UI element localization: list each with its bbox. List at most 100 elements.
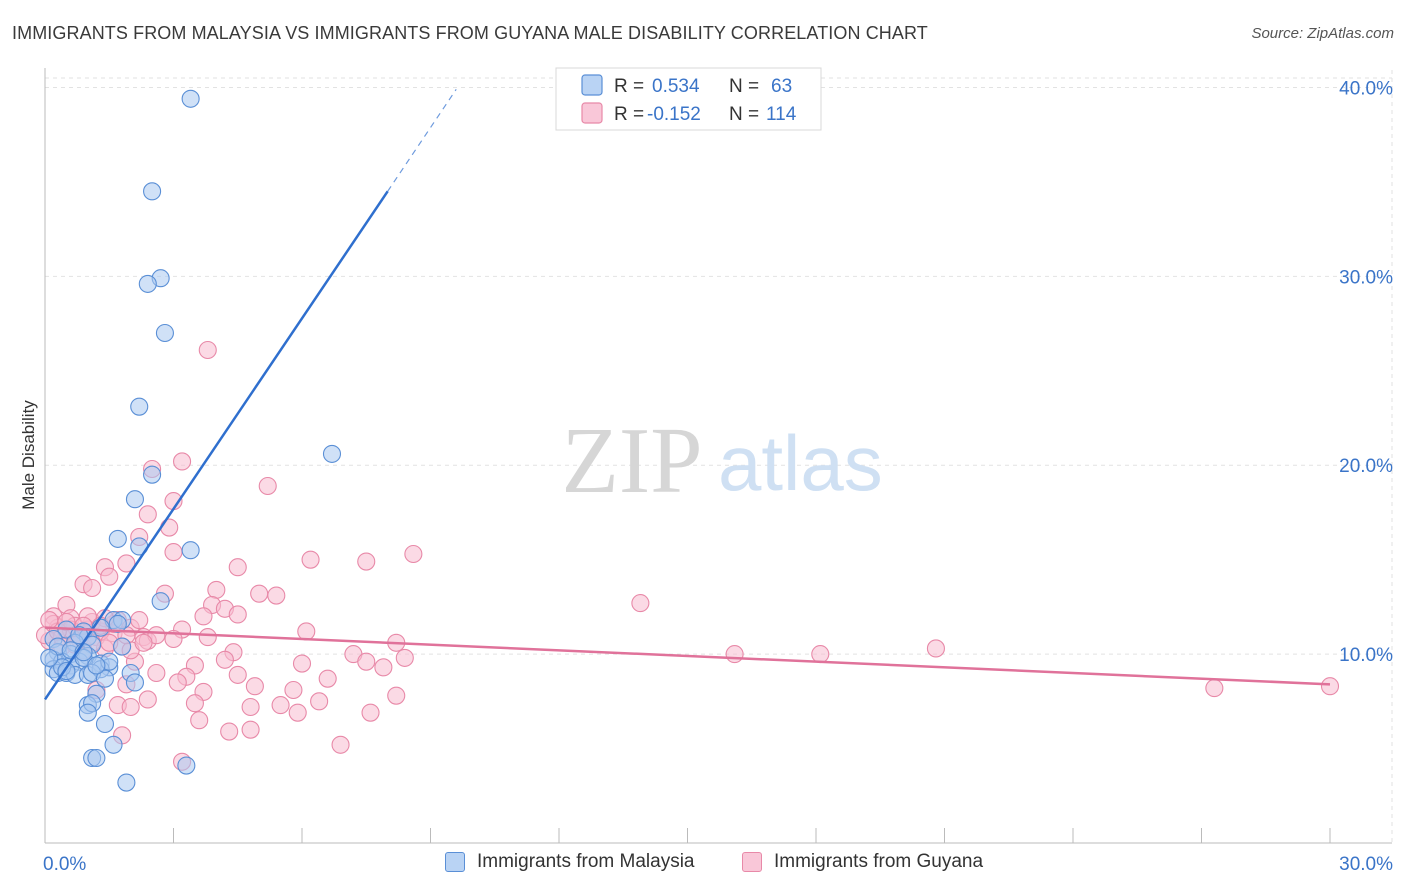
point-guyana-33: [194, 607, 213, 626]
x-tick-label-0: 0.0%: [43, 854, 86, 875]
legend-n-value-guyana: 114: [766, 104, 797, 125]
point-guyana-108: [134, 633, 153, 652]
legend-n-label-malaysia: N =: [729, 76, 759, 97]
point-malaysia-42: [95, 669, 115, 688]
watermark-zip: ZIP: [562, 409, 703, 513]
point-guyana-77: [288, 703, 307, 722]
point-malaysia-53: [117, 773, 136, 792]
point-malaysia-0: [181, 89, 200, 108]
point-guyana-32: [228, 605, 247, 624]
point-guyana-52: [395, 648, 414, 667]
point-guyana-54: [811, 645, 830, 664]
legend-bottom-label-malaysia: Immigrants from Malaysia: [477, 851, 695, 872]
legend-bottom-label-guyana: Immigrants from Guyana: [774, 851, 984, 872]
point-guyana-65: [318, 669, 337, 688]
chart-title: IMMIGRANTS FROM MALAYSIA VS IMMIGRANTS F…: [12, 23, 928, 43]
chart-source: Source: ZipAtlas.com: [1251, 25, 1394, 42]
x-tick-label-1: 30.0%: [1339, 854, 1393, 875]
legend-bottom-swatch-malaysia: [445, 852, 465, 872]
y-tick-label-3: 40.0%: [1339, 78, 1393, 99]
legend-swatch-malaysia: [581, 74, 603, 96]
point-malaysia-48: [95, 714, 115, 734]
point-guyana-6: [160, 518, 179, 537]
point-guyana-53: [725, 645, 744, 664]
point-malaysia-11: [181, 541, 200, 560]
point-malaysia-4: [155, 323, 174, 343]
point-guyana-21: [267, 586, 286, 605]
labels-layer: 10.0% 20.0% 30.0% 40.0% 0.0% 30.0%: [43, 78, 1393, 875]
trend-layer: [43, 88, 1331, 701]
point-guyana-68: [245, 677, 264, 696]
point-malaysia-9: [108, 529, 127, 548]
point-guyana-81: [241, 720, 260, 739]
point-guyana-78: [190, 711, 209, 730]
point-guyana-59: [292, 654, 312, 673]
y-axis-label: Male Disability: [19, 400, 38, 510]
point-guyana-82: [331, 735, 350, 754]
point-guyana-111: [121, 697, 140, 717]
point-guyana-1: [173, 452, 192, 471]
legend-bottom: Immigrants from Malaysia Immigrants from…: [0, 851, 1406, 881]
point-guyana-17: [83, 578, 102, 598]
point-guyana-20: [250, 584, 269, 603]
point-malaysia-12: [151, 592, 170, 611]
point-guyana-62: [147, 663, 166, 683]
point-malaysia-59: [108, 614, 127, 633]
point-guyana-10: [357, 552, 376, 571]
point-guyana-3: [258, 476, 277, 496]
point-guyana-67: [168, 673, 187, 692]
trendline-malaysia: [43, 190, 389, 701]
point-guyana-14: [117, 554, 136, 573]
legend-swatch-guyana: [581, 102, 603, 124]
point-malaysia-49: [104, 735, 123, 754]
point-guyana-60: [374, 658, 393, 677]
point-malaysia-22: [113, 637, 132, 656]
axes-layer: [44, 68, 1392, 844]
point-guyana-13: [100, 567, 119, 586]
point-guyana-34: [297, 622, 316, 641]
point-guyana-79: [220, 722, 239, 741]
legend-r-label-malaysia: R =: [614, 76, 644, 97]
point-guyana-11: [404, 544, 423, 564]
point-guyana-58: [215, 650, 234, 669]
point-guyana-0: [198, 340, 217, 360]
point-malaysia-3: [138, 274, 157, 293]
point-guyana-80: [361, 703, 380, 722]
point-malaysia-5: [130, 397, 149, 416]
point-guyana-5: [138, 505, 157, 524]
point-malaysia-8: [125, 490, 144, 509]
point-guyana-15: [228, 558, 247, 577]
legend-r-value-malaysia: 0.534: [652, 76, 700, 97]
point-guyana-76: [387, 686, 406, 705]
y-tick-label-0: 10.0%: [1339, 645, 1393, 666]
point-malaysia-47: [78, 703, 97, 722]
legend-r-value-guyana: -0.152: [647, 104, 701, 125]
legend-n-value-malaysia: 63: [771, 76, 792, 97]
point-malaysia-62: [87, 656, 106, 675]
y-tick-label-2: 30.0%: [1339, 267, 1393, 288]
point-guyana-8: [164, 543, 183, 562]
legend-r-label-guyana: R =: [614, 104, 644, 125]
point-malaysia-52: [177, 756, 196, 775]
trendline-guyana: [44, 626, 1331, 686]
point-guyana-55: [926, 639, 945, 658]
point-malaysia-58: [40, 648, 59, 667]
point-malaysia-1: [143, 182, 162, 201]
point-guyana-19: [207, 580, 226, 599]
point-guyana-75: [310, 692, 329, 711]
trendline-malaysia-extension: [387, 88, 457, 192]
watermark: ZIP atlas: [562, 409, 883, 513]
point-malaysia-43: [125, 673, 144, 692]
point-guyana-74: [271, 696, 290, 715]
point-guyana-69: [284, 680, 303, 700]
point-guyana-73: [241, 697, 260, 717]
point-malaysia-7: [143, 465, 162, 484]
point-guyana-72: [185, 694, 204, 713]
legend-bottom-item-malaysia: Immigrants from Malaysia: [445, 851, 695, 873]
point-guyana-22: [631, 594, 650, 613]
point-guyana-64: [228, 665, 247, 684]
point-guyana-9: [301, 550, 320, 569]
point-guyana-43: [198, 628, 217, 647]
point-guyana-84: [1205, 679, 1224, 698]
